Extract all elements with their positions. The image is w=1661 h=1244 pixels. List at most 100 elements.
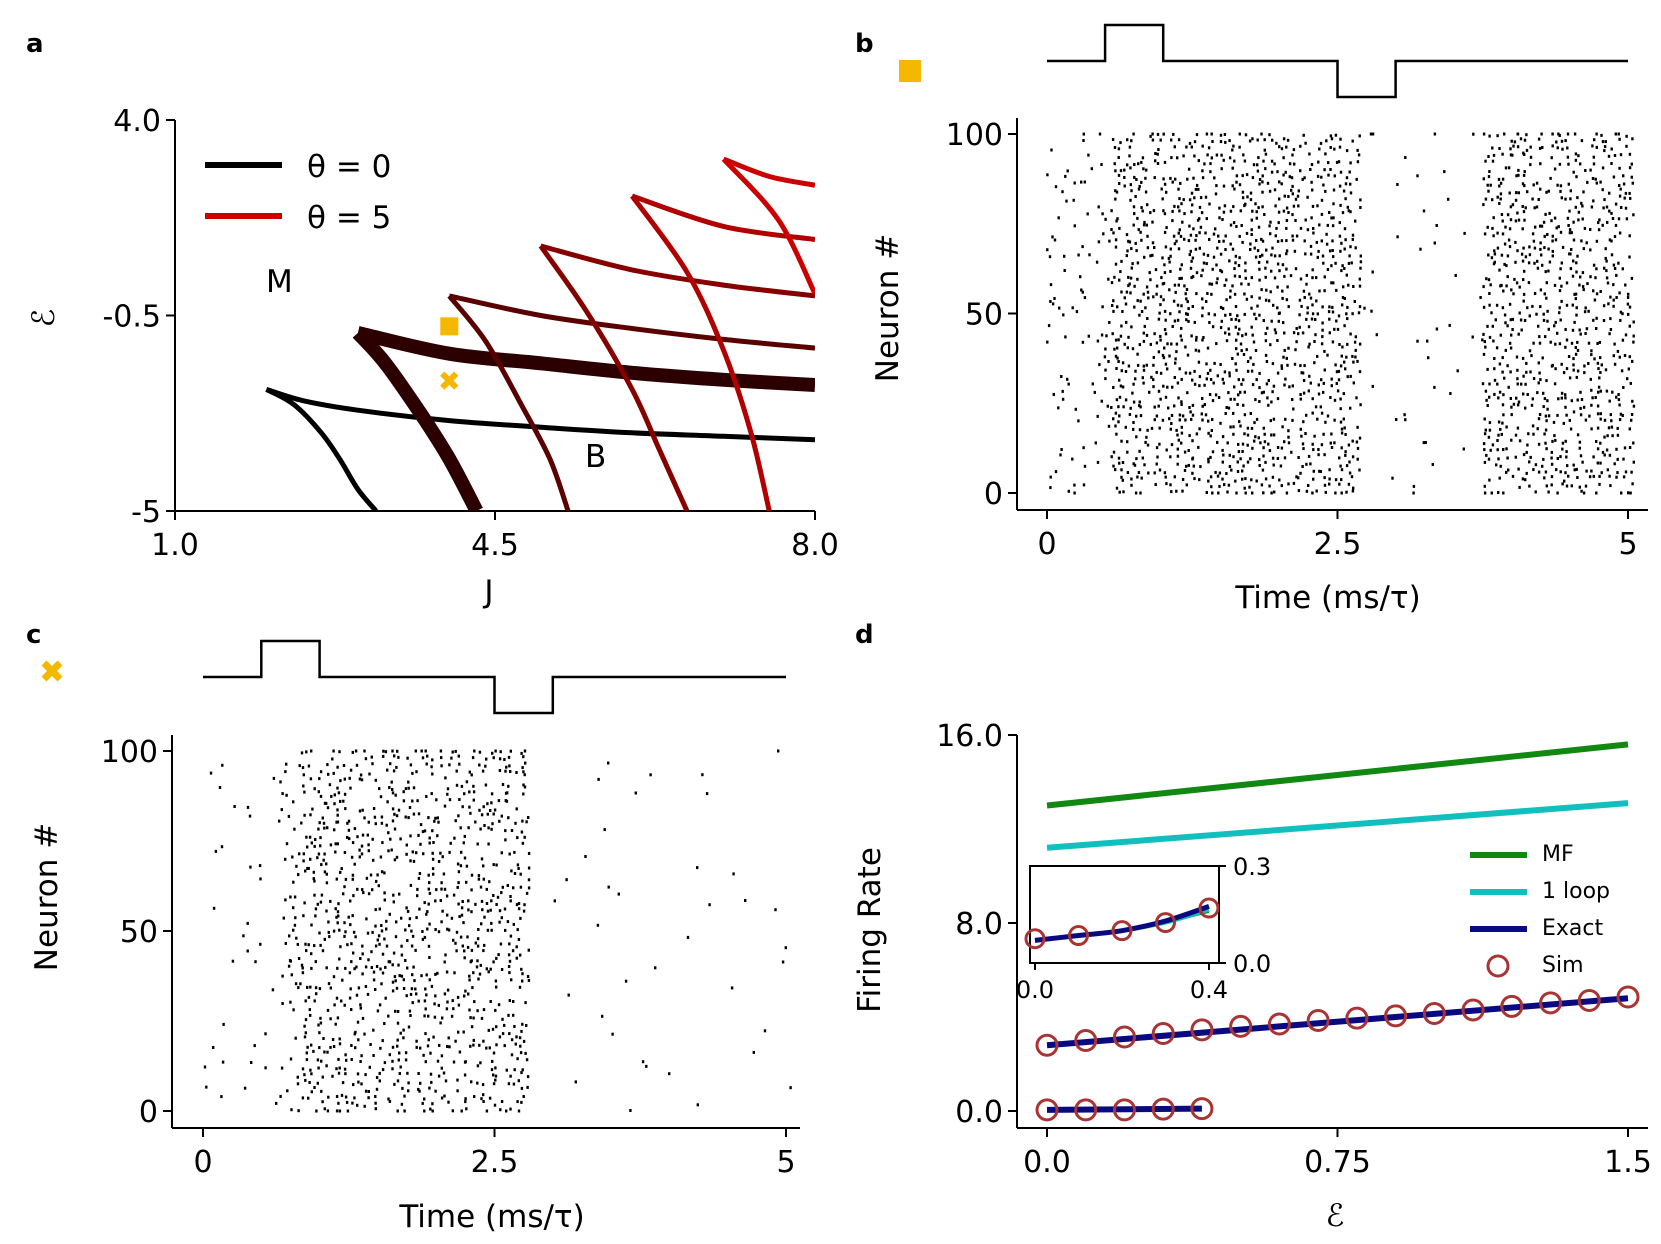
spike-mark xyxy=(516,1100,519,1104)
spike-mark xyxy=(271,988,275,992)
spike-mark xyxy=(447,1100,450,1104)
spike-mark xyxy=(519,1044,522,1048)
spike-mark xyxy=(1115,398,1119,402)
spike-mark xyxy=(1191,471,1194,475)
spike-mark xyxy=(338,1066,341,1070)
spike-mark xyxy=(1113,275,1116,279)
spike-mark xyxy=(1324,420,1327,424)
spike-mark xyxy=(1539,162,1542,166)
spike-mark xyxy=(489,809,492,812)
spike-mark xyxy=(1180,276,1183,280)
spike-mark xyxy=(1114,197,1117,201)
spike-mark xyxy=(325,1064,328,1068)
spike-mark xyxy=(1501,403,1505,407)
spike-mark xyxy=(477,928,480,931)
spike-mark xyxy=(1354,246,1357,250)
spike-mark xyxy=(1343,227,1347,231)
spike-mark xyxy=(487,842,490,846)
spike-mark xyxy=(1528,460,1531,464)
spike-mark xyxy=(1631,359,1634,363)
spike-mark xyxy=(337,902,340,906)
spike-mark xyxy=(1231,184,1234,188)
spike-mark xyxy=(1198,427,1201,431)
spike-mark xyxy=(1209,170,1212,174)
spike-mark xyxy=(1522,299,1525,303)
spike-mark xyxy=(468,790,471,794)
spike-mark xyxy=(1343,426,1346,430)
spike-mark xyxy=(1285,206,1289,210)
spike-mark xyxy=(394,1009,397,1013)
spike-mark xyxy=(491,1027,495,1031)
spike-mark xyxy=(1522,374,1525,378)
spike-mark xyxy=(1483,448,1486,452)
spike-mark xyxy=(1329,168,1332,171)
spike-mark xyxy=(1309,168,1312,171)
spike-mark xyxy=(1243,390,1246,394)
spike-mark xyxy=(390,780,393,784)
spike-mark xyxy=(1340,468,1344,472)
spike-mark xyxy=(1122,490,1125,494)
spike-mark xyxy=(1608,399,1611,403)
spike-mark xyxy=(472,798,475,802)
spike-mark xyxy=(1219,268,1222,272)
panel-a-xtick-label: 8.0 xyxy=(791,528,839,563)
spike-mark xyxy=(325,801,328,805)
spike-mark xyxy=(1546,399,1549,403)
spike-mark xyxy=(1249,356,1252,360)
spike-mark xyxy=(1493,378,1497,382)
spike-mark xyxy=(412,965,415,969)
spike-mark xyxy=(1544,414,1548,418)
spike-mark xyxy=(1229,397,1232,401)
spike-mark xyxy=(1487,435,1491,439)
spike-mark xyxy=(1615,395,1618,399)
spike-mark xyxy=(317,1066,320,1070)
spike-mark xyxy=(322,1037,325,1040)
spike-mark xyxy=(1508,341,1512,345)
spike-mark xyxy=(1149,134,1152,138)
spike-mark xyxy=(1555,226,1558,230)
spike-mark xyxy=(1625,144,1628,148)
spike-mark xyxy=(1239,209,1242,213)
spike-mark xyxy=(1612,304,1615,308)
spike-mark xyxy=(458,915,461,919)
spike-mark xyxy=(334,907,337,911)
spike-mark xyxy=(460,850,463,854)
spike-mark xyxy=(1144,176,1147,180)
spike-mark xyxy=(1596,461,1599,465)
spike-mark xyxy=(1333,174,1336,178)
spike-mark xyxy=(1553,216,1557,220)
spike-mark xyxy=(1061,397,1065,401)
spike-mark xyxy=(1253,246,1256,250)
spike-mark xyxy=(1261,174,1264,178)
spike-mark xyxy=(1124,302,1128,306)
spike-mark xyxy=(1517,400,1521,404)
spike-mark xyxy=(317,827,320,831)
spike-mark xyxy=(1526,393,1529,396)
spike-mark xyxy=(319,900,323,904)
spike-mark xyxy=(1601,140,1605,144)
spike-mark xyxy=(1348,460,1351,464)
spike-mark xyxy=(1349,374,1352,378)
panel-d-firing-rate: 0.0 0.75 1.50.08.016.00.0 0.40.00.3 xyxy=(936,719,1652,1180)
spike-mark xyxy=(1142,331,1145,335)
spike-mark xyxy=(1632,404,1636,408)
spike-mark xyxy=(1628,234,1631,238)
spike-mark xyxy=(1622,182,1626,186)
spike-mark xyxy=(1603,418,1607,422)
spike-mark xyxy=(1258,255,1262,258)
spike-mark xyxy=(512,1082,516,1086)
spike-mark xyxy=(1189,249,1192,253)
spike-mark xyxy=(1149,254,1152,258)
spike-mark xyxy=(336,808,339,812)
spike-mark xyxy=(1623,196,1626,200)
spike-mark xyxy=(379,967,382,971)
spike-mark xyxy=(482,1039,485,1043)
sim-point xyxy=(1345,1006,1369,1030)
spike-mark xyxy=(450,1014,454,1018)
spike-mark xyxy=(1588,475,1592,479)
spike-mark xyxy=(476,842,479,846)
spike-mark xyxy=(1114,189,1117,193)
spike-mark xyxy=(1063,254,1066,258)
spike-mark xyxy=(1173,204,1176,208)
spike-mark xyxy=(1244,202,1247,206)
